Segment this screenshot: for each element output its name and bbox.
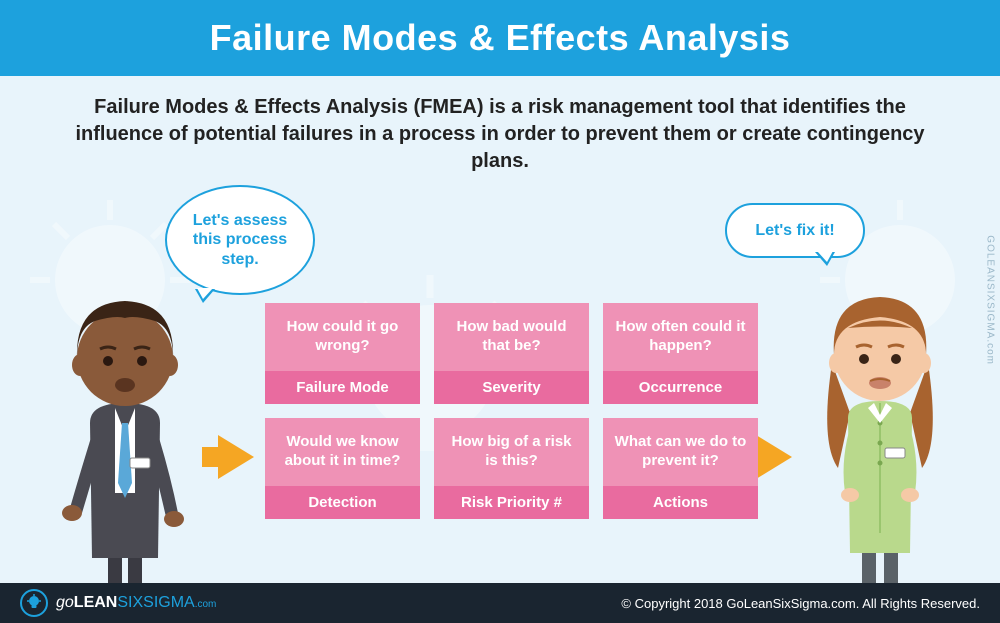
card-failure-mode: How could it go wrong? Failure Mode <box>265 303 420 404</box>
footer-bar: goLEANSIXSIGMA.com © Copyright 2018 GoLe… <box>0 583 1000 623</box>
card-label: Occurrence <box>603 371 758 404</box>
watermark-text: GOLEANSIXSIGMA.com <box>985 235 996 365</box>
character-male <box>30 273 220 613</box>
footer-logo: goLEANSIXSIGMA.com <box>20 589 216 617</box>
card-severity: How bad would that be? Severity <box>434 303 589 404</box>
speech-bubble-right: Let's fix it! <box>725 203 865 258</box>
card-question: Would we know about it in time? <box>265 418 420 486</box>
card-question: How could it go wrong? <box>265 303 420 371</box>
card-occurrence: How often could it happen? Occurrence <box>603 303 758 404</box>
card-detection: Would we know about it in time? Detectio… <box>265 418 420 519</box>
card-question: How bad would that be? <box>434 303 589 371</box>
logo-com: .com <box>195 599 217 610</box>
card-risk-priority: How big of a risk is this? Risk Priority… <box>434 418 589 519</box>
fmea-card-grid: How could it go wrong? Failure Mode How … <box>265 303 758 519</box>
main-content: Let's assess this process step. Let's fi… <box>0 185 1000 623</box>
card-label: Detection <box>265 486 420 519</box>
card-question: How big of a risk is this? <box>434 418 589 486</box>
card-label: Actions <box>603 486 758 519</box>
card-label: Failure Mode <box>265 371 420 404</box>
arrow-right-icon <box>756 435 792 479</box>
card-actions: What can we do to prevent it? Actions <box>603 418 758 519</box>
infographic-container: Failure Modes & Effects Analysis Failure… <box>0 0 1000 623</box>
copyright-text: © Copyright 2018 GoLeanSixSigma.com. All… <box>621 596 980 611</box>
logo-go: go <box>56 594 74 611</box>
logo-lean: LEAN <box>74 594 118 611</box>
logo-six: SIXSIGMA <box>117 594 194 611</box>
lightbulb-icon <box>20 589 48 617</box>
card-question: What can we do to prevent it? <box>603 418 758 486</box>
arrow-left-icon <box>218 435 254 479</box>
bubble-right-text: Let's fix it! <box>755 221 834 240</box>
card-label: Severity <box>434 371 589 404</box>
card-question: How often could it happen? <box>603 303 758 371</box>
bubble-left-text: Let's assess this process step. <box>185 211 295 269</box>
character-female <box>790 273 970 613</box>
logo-text: goLEANSIXSIGMA.com <box>56 594 216 612</box>
card-label: Risk Priority # <box>434 486 589 519</box>
